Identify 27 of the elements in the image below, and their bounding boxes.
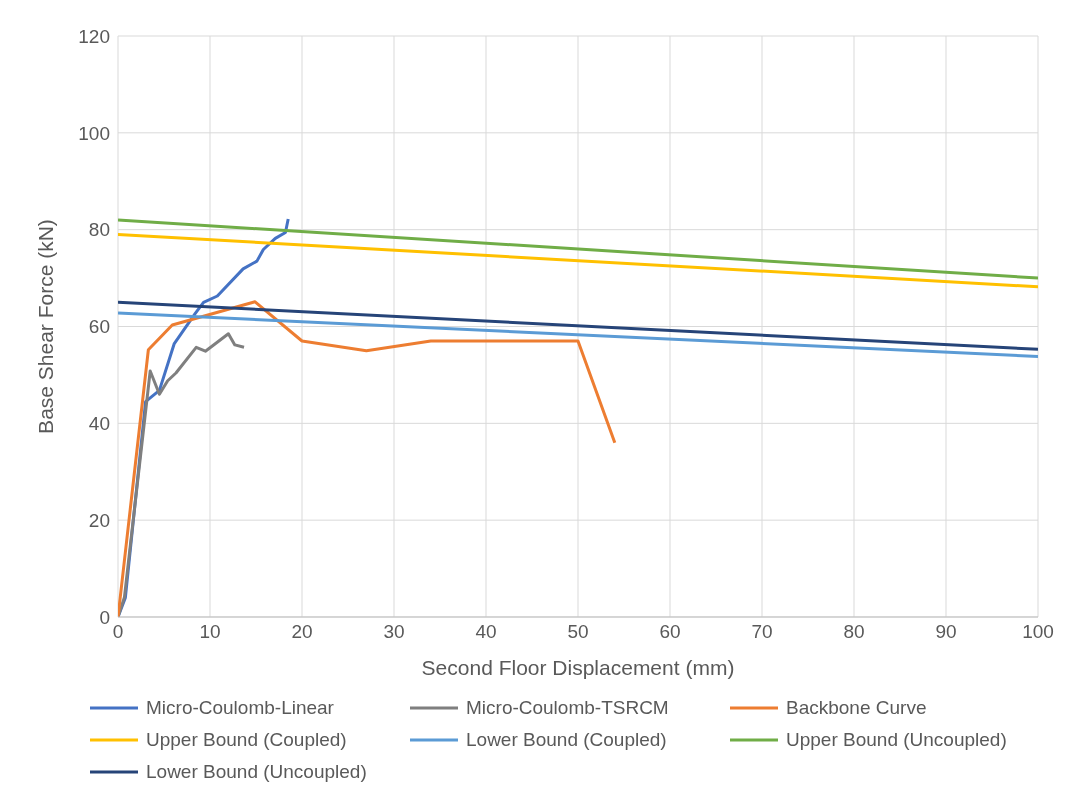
legend-label: Micro-Coulomb-TSRCM: [466, 697, 669, 719]
x-tick-label: 10: [199, 621, 221, 643]
y-tick-label: 60: [88, 316, 110, 338]
x-tick-label: 50: [567, 621, 589, 643]
x-tick-label: 0: [112, 621, 124, 643]
legend-label: Upper Bound (Uncoupled): [786, 729, 1007, 751]
y-axis-title: Base Shear Force (kN): [34, 219, 58, 434]
x-tick-label: 40: [475, 621, 497, 643]
y-tick-label: 100: [78, 122, 110, 144]
y-tick-label: 0: [99, 606, 110, 628]
x-tick-label: 100: [1022, 621, 1054, 643]
legend-label: Backbone Curve: [786, 697, 927, 719]
x-tick-label: 60: [659, 621, 681, 643]
legend-label: Upper Bound (Coupled): [146, 729, 347, 751]
legend-label: Lower Bound (Coupled): [466, 729, 667, 751]
x-tick-label: 30: [383, 621, 405, 643]
x-tick-label: 20: [291, 621, 313, 643]
y-tick-label: 80: [88, 219, 110, 241]
legend-label: Lower Bound (Uncoupled): [146, 761, 367, 783]
y-tick-label: 20: [88, 509, 110, 531]
x-axis-title: Second Floor Displacement (mm): [421, 656, 735, 679]
x-tick-label: 80: [843, 621, 865, 643]
y-tick-label: 120: [78, 25, 110, 47]
y-tick-label: 40: [88, 413, 110, 435]
x-tick-label: 70: [751, 621, 773, 643]
x-tick-label: 90: [935, 621, 957, 643]
legend-label: Micro-Coulomb-Linear: [146, 697, 334, 719]
